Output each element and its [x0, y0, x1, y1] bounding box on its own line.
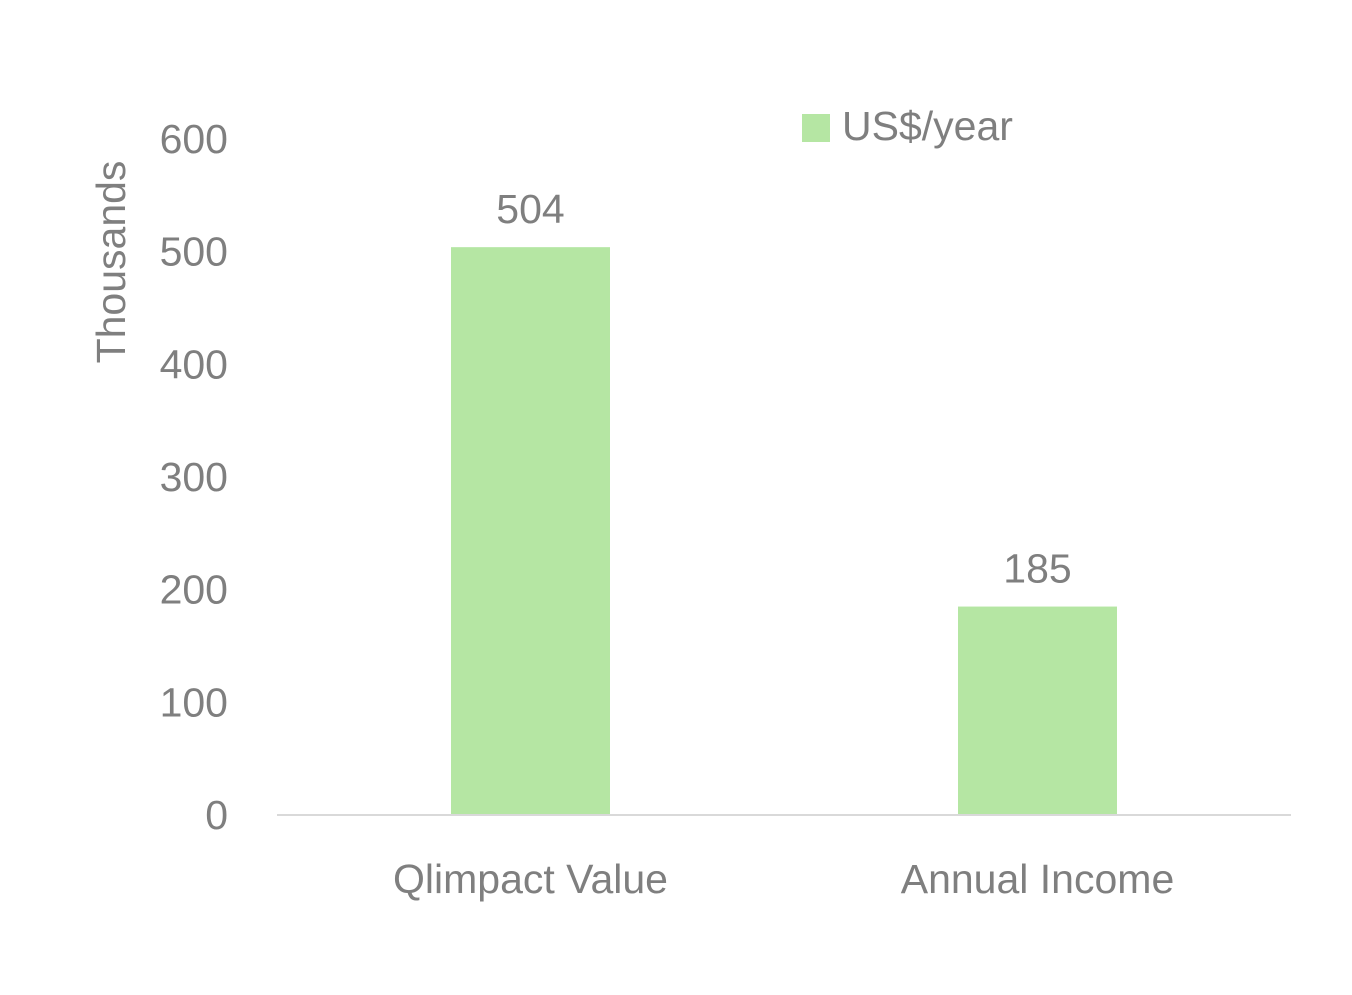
bars	[451, 247, 1117, 815]
y-tick-label: 0	[205, 792, 228, 838]
y-tick-label: 100	[160, 679, 228, 725]
y-tick-label: 400	[160, 341, 228, 387]
data-label: 504	[496, 186, 564, 232]
data-labels: 504 185	[496, 186, 1071, 591]
y-tick-label: 300	[160, 454, 228, 500]
legend-swatch	[802, 114, 830, 142]
x-tick-label: Qlimpact Value	[393, 856, 668, 902]
y-tick-label: 200	[160, 567, 228, 613]
y-axis-ticks: 0 100 200 300 400 500 600	[160, 116, 228, 838]
legend-label: US$/year	[842, 103, 1013, 149]
bar	[451, 247, 610, 815]
y-tick-label: 600	[160, 116, 228, 162]
bar	[958, 606, 1117, 815]
y-axis-title-group: Thousands	[88, 161, 134, 364]
legend: US$/year	[802, 103, 1013, 149]
x-tick-label: Annual Income	[901, 856, 1175, 902]
y-tick-label: 500	[160, 229, 228, 275]
data-label: 185	[1003, 546, 1071, 592]
x-axis-ticks: Qlimpact Value Annual Income	[393, 856, 1174, 902]
y-axis-title: Thousands	[88, 161, 134, 364]
